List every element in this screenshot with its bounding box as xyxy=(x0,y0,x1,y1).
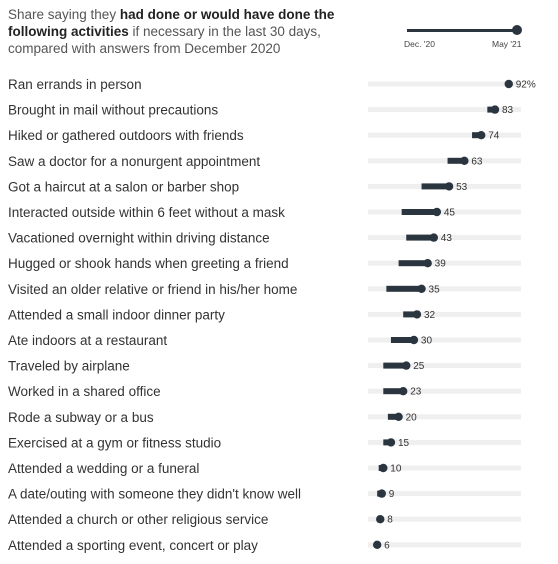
row-track xyxy=(368,337,521,343)
may-point xyxy=(444,182,454,191)
row-track xyxy=(368,363,521,369)
value-label: 92% xyxy=(516,80,536,91)
category-label: Traveled by airplane xyxy=(8,359,130,374)
row-track xyxy=(368,286,521,292)
value-label: 6 xyxy=(384,540,390,551)
may-point xyxy=(394,412,403,421)
category-label: Ate indoors at a restaurant xyxy=(8,333,167,348)
may-point xyxy=(398,387,408,396)
row-track xyxy=(368,491,521,497)
change-bar xyxy=(386,285,422,292)
may-point xyxy=(412,310,422,319)
may-point xyxy=(376,515,385,524)
row-track xyxy=(368,132,521,138)
legend-start-label: Dec. '20 xyxy=(404,39,435,49)
legend: Dec. '20 May '21 xyxy=(400,18,530,58)
category-label: Exercised at a gym or fitness studio xyxy=(8,435,221,450)
value-label: 10 xyxy=(390,464,402,475)
may-point xyxy=(386,438,396,447)
may-point xyxy=(402,361,411,370)
row-track xyxy=(368,260,521,266)
change-bar xyxy=(390,337,414,343)
may-point xyxy=(377,489,386,498)
category-label: Visited an older relative or friend in h… xyxy=(8,282,297,297)
value-label: 83 xyxy=(502,105,514,116)
header-prefix: Share saying they xyxy=(8,7,120,22)
category-label: Ran errands in person xyxy=(8,77,142,92)
may-point xyxy=(379,463,388,473)
may-point xyxy=(429,233,438,242)
category-label: Hugged or shook hands when greeting a fr… xyxy=(8,256,289,271)
row-track xyxy=(368,439,521,445)
value-label: 30 xyxy=(421,336,433,347)
legend-line xyxy=(407,29,517,32)
may-point xyxy=(423,259,432,268)
may-point xyxy=(409,335,419,345)
value-label: 63 xyxy=(471,156,483,167)
may-point xyxy=(490,105,500,114)
row-track xyxy=(368,81,521,87)
value-label: 8 xyxy=(387,515,393,526)
row-track xyxy=(368,158,521,164)
may-point xyxy=(372,540,382,549)
category-label: A date/outing with someone they didn't k… xyxy=(8,487,301,502)
change-bar xyxy=(421,183,450,190)
change-bar xyxy=(472,132,482,139)
change-bar xyxy=(383,362,407,369)
row-track xyxy=(368,235,521,241)
change-bar xyxy=(398,260,428,267)
legend-dot xyxy=(512,25,522,35)
change-bar xyxy=(383,388,404,395)
category-label: Hiked or gathered outdoors with friends xyxy=(8,128,244,143)
value-label: 32 xyxy=(424,310,436,321)
legend-end-label: May '21 xyxy=(492,39,522,49)
change-bar xyxy=(387,413,399,420)
value-label: 25 xyxy=(413,361,425,372)
header-bold-2: following activities xyxy=(8,24,129,39)
change-bar xyxy=(401,209,437,215)
category-label: Attended a sporting event, concert or pl… xyxy=(8,538,258,553)
category-label: Got a haircut at a salon or barber shop xyxy=(8,179,239,194)
change-bar xyxy=(447,157,465,164)
row-track xyxy=(368,542,521,548)
category-label: Attended a small indoor dinner party xyxy=(8,307,225,322)
value-label: 20 xyxy=(406,412,418,423)
category-label: Attended a wedding or a funeral xyxy=(8,461,199,476)
may-point xyxy=(477,131,486,140)
value-label: 53 xyxy=(456,182,468,193)
value-label: 15 xyxy=(398,438,410,449)
row-track xyxy=(368,311,521,317)
may-point xyxy=(460,156,469,165)
may-point xyxy=(504,79,513,89)
value-label: 9 xyxy=(389,489,395,500)
category-label: Brought in mail without precautions xyxy=(8,103,218,118)
chart-subtitle: Share saying they had done or would have… xyxy=(8,6,368,57)
row-track xyxy=(368,107,521,113)
row-track xyxy=(368,388,521,394)
header-bold-1: had done or would have done the xyxy=(119,7,335,22)
category-label: Vacationed overnight within driving dist… xyxy=(8,231,270,246)
row-track xyxy=(368,414,521,420)
category-label: Interacted outside within 6 feet without… xyxy=(8,205,285,220)
may-point xyxy=(432,207,442,217)
header-suffix: if necessary in the last 30 days, compar… xyxy=(8,24,321,56)
value-label: 74 xyxy=(488,131,500,142)
value-label: 45 xyxy=(444,208,456,219)
row-track xyxy=(368,516,521,522)
category-label: Rode a subway or a bus xyxy=(8,410,154,425)
category-label: Saw a doctor for a nonurgent appointment xyxy=(8,154,260,169)
change-bar xyxy=(406,234,434,241)
value-label: 43 xyxy=(441,233,453,244)
value-label: 39 xyxy=(435,259,447,270)
category-label: Worked in a shared office xyxy=(8,384,161,399)
change-bar xyxy=(403,311,417,318)
category-label: Attended a church or other religious ser… xyxy=(8,512,268,527)
value-label: 23 xyxy=(410,387,422,398)
row-track xyxy=(368,465,521,471)
row-track xyxy=(368,209,521,215)
may-point xyxy=(417,284,426,293)
value-label: 35 xyxy=(429,284,441,295)
